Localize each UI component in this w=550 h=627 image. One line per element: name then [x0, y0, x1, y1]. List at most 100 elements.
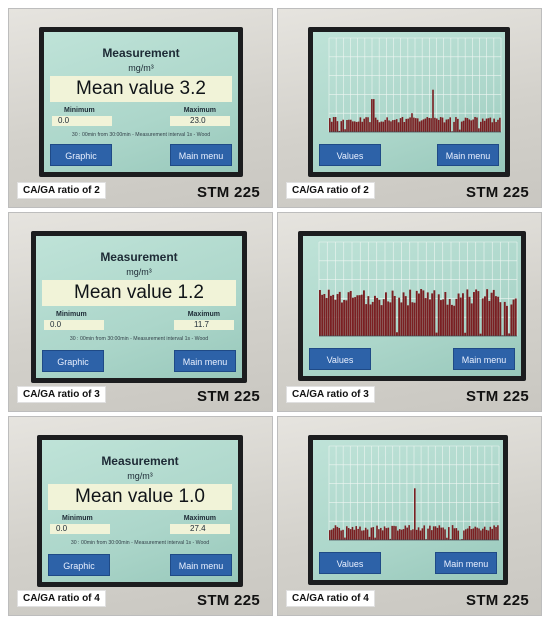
graph-bar: [383, 526, 386, 540]
photo-panel-3: Measurement mg/m³ Mean value 1.2 Minimum…: [8, 212, 273, 412]
graph-bar: [369, 122, 371, 132]
graph-bar: [385, 528, 388, 540]
graph-bar: [372, 527, 375, 540]
graph-bar: [479, 121, 482, 132]
display-bezel: Values Main menu: [298, 231, 526, 381]
graph-bar: [396, 332, 398, 336]
ratio-caption: CA/GA ratio of 4: [286, 590, 375, 607]
graph-bar: [488, 300, 491, 336]
graph-bar: [413, 117, 415, 132]
graph-bar: [473, 292, 475, 336]
graph-bar: [398, 529, 401, 540]
graph-bar: [429, 299, 431, 336]
main-menu-button[interactable]: Main menu: [170, 554, 232, 576]
graph-bar: [399, 118, 402, 132]
ratio-caption: CA/GA ratio of 2: [286, 182, 375, 199]
values-button[interactable]: Values: [319, 552, 381, 574]
graph-bar: [442, 299, 445, 336]
graph-bar: [353, 529, 356, 540]
graph-bar: [356, 295, 359, 336]
graph-bar: [422, 119, 425, 132]
photo-panel-4: Values Main menu CA/GA ratio of 3 STM 22…: [277, 212, 542, 412]
graph-bar: [434, 117, 436, 132]
graph-bar: [354, 297, 357, 336]
graph-bar: [453, 305, 456, 336]
graph-bar: [510, 304, 513, 336]
graphic-button[interactable]: Graphic: [48, 554, 110, 576]
graph-bar: [425, 539, 427, 540]
graphic-button[interactable]: Graphic: [50, 144, 112, 166]
main-menu-button[interactable]: Main menu: [453, 348, 515, 370]
graph-bar: [475, 289, 478, 336]
graph-bar: [407, 305, 409, 336]
graph-bar: [493, 525, 495, 540]
graph-bar: [491, 122, 494, 132]
main-menu-button[interactable]: Main menu: [174, 350, 236, 372]
graph-bar: [367, 296, 370, 336]
graph-bar: [426, 292, 429, 336]
graph-bar: [476, 117, 478, 132]
graph-bar: [465, 529, 467, 540]
graph-bar: [392, 120, 394, 132]
minimum-value: 0.0: [50, 524, 110, 534]
graph-bar: [474, 116, 476, 132]
main-menu-button[interactable]: Main menu: [435, 552, 497, 574]
graph-bar: [367, 117, 369, 132]
graph-bar: [404, 525, 407, 540]
photo-panel-1: Measurement mg/m³ Mean value 3.2 Minimum…: [8, 8, 273, 208]
graph-bar: [495, 526, 497, 540]
graph-bar: [370, 527, 373, 540]
graph-bar: [363, 530, 365, 540]
graph-bar: [382, 299, 385, 336]
graph-bar: [483, 120, 486, 132]
graph-bar: [380, 305, 383, 336]
graph-bar: [405, 118, 408, 132]
graph-bar: [371, 99, 373, 132]
graph-bar: [470, 120, 473, 132]
graph-bar: [330, 295, 332, 336]
mean-value: Mean value 1.2: [42, 280, 236, 306]
values-button[interactable]: Values: [319, 144, 381, 166]
graph-bar: [447, 119, 450, 132]
graph-bar: [382, 121, 385, 132]
graph-bar: [365, 304, 368, 336]
graph-bar: [345, 300, 348, 336]
graph-bar: [482, 528, 484, 540]
graph-bar: [380, 527, 382, 540]
graph-bar: [347, 292, 350, 336]
mean-value: Mean value 3.2: [50, 76, 232, 102]
main-menu-button[interactable]: Main menu: [170, 144, 232, 166]
graph-bar: [489, 526, 492, 540]
graph-bar: [415, 529, 418, 540]
graph-bar: [390, 121, 392, 132]
graph-bar: [353, 121, 356, 132]
graph-bar: [404, 296, 407, 336]
graph-bar: [464, 117, 467, 132]
graph-bar: [393, 119, 396, 132]
graph-bar: [357, 121, 360, 132]
graphic-button[interactable]: Graphic: [42, 350, 104, 372]
graph-bar: [426, 117, 429, 132]
maximum-label: Maximum: [183, 107, 216, 114]
graph-bar: [491, 528, 494, 540]
minimum-label: Minimum: [62, 515, 93, 522]
graph-bar: [381, 530, 384, 540]
graph-bar: [497, 525, 499, 540]
graph-bar: [347, 528, 350, 540]
main-menu-button[interactable]: Main menu: [437, 144, 499, 166]
graph-bar: [428, 117, 430, 132]
graph-bar: [436, 118, 438, 132]
graph-bar: [424, 118, 427, 132]
graph-bar: [341, 302, 343, 336]
graph-bar: [442, 527, 444, 540]
graph-bar: [334, 299, 337, 336]
display-screen: Values Main menu: [313, 440, 503, 580]
values-button[interactable]: Values: [309, 348, 371, 370]
graph-bar: [329, 530, 331, 540]
graph-bar: [361, 530, 363, 540]
graph-bar: [451, 304, 453, 336]
graph-bar: [330, 529, 333, 540]
graph-bar: [402, 529, 405, 540]
graph-bar: [422, 290, 425, 336]
graph-bar: [418, 121, 421, 132]
